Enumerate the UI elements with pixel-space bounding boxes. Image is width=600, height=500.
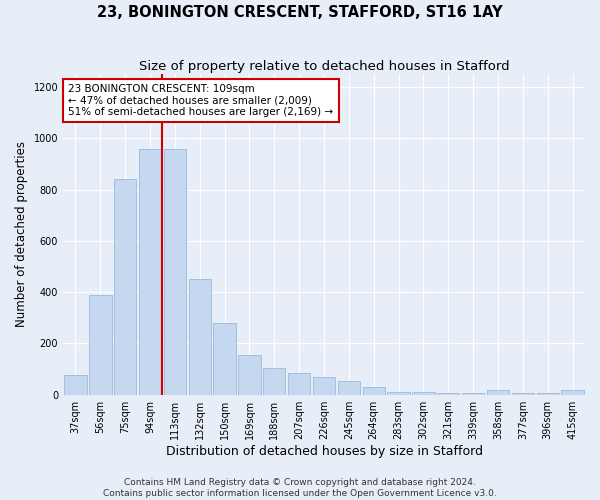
X-axis label: Distribution of detached houses by size in Stafford: Distribution of detached houses by size … [166, 444, 482, 458]
Bar [338, 380, 360, 394]
Bar [487, 390, 509, 394]
Title: Size of property relative to detached houses in Stafford: Size of property relative to detached ho… [139, 60, 509, 73]
Bar [164, 148, 186, 394]
Bar [362, 387, 385, 394]
Bar [412, 392, 434, 394]
Text: 23, BONINGTON CRESCENT, STAFFORD, ST16 1AY: 23, BONINGTON CRESCENT, STAFFORD, ST16 1… [97, 5, 503, 20]
Bar [288, 373, 310, 394]
Text: Contains HM Land Registry data © Crown copyright and database right 2024.
Contai: Contains HM Land Registry data © Crown c… [103, 478, 497, 498]
Bar [64, 376, 86, 394]
Bar [263, 368, 286, 394]
Y-axis label: Number of detached properties: Number of detached properties [15, 142, 28, 328]
Bar [562, 390, 584, 394]
Bar [114, 180, 136, 394]
Bar [139, 148, 161, 394]
Bar [388, 392, 410, 394]
Bar [89, 294, 112, 394]
Bar [313, 377, 335, 394]
Text: 23 BONINGTON CRESCENT: 109sqm
← 47% of detached houses are smaller (2,009)
51% o: 23 BONINGTON CRESCENT: 109sqm ← 47% of d… [68, 84, 334, 117]
Bar [214, 323, 236, 394]
Bar [188, 280, 211, 394]
Bar [238, 355, 260, 395]
